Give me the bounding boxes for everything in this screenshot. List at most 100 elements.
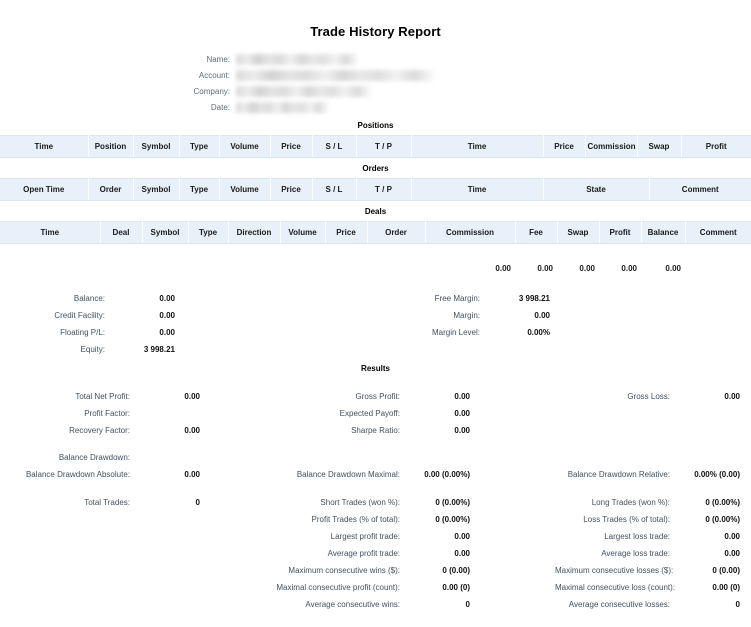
- positions-col-swap[interactable]: Swap: [636, 135, 682, 158]
- balance-row-credit: Credit Facility: 0.00 Margin: 0.00: [0, 307, 751, 324]
- section-title-deals: Deals: [364, 207, 387, 216]
- deals-total-balance: 0.00: [665, 263, 681, 273]
- results-tail-1: [740, 405, 751, 422]
- deals-col-swap[interactable]: Swap: [556, 221, 600, 244]
- balance-value-margin: 0.00: [534, 311, 550, 320]
- deals-total-fee: 0.00: [537, 263, 553, 273]
- deals-col-commission[interactable]: Commission: [424, 221, 516, 244]
- drawdown-value-maximal: 0.00 (0.00%): [424, 470, 470, 479]
- results-value-profit-factor: [140, 405, 200, 422]
- balance-gap-1: [175, 307, 375, 324]
- positions-col-price-open[interactable]: Price: [269, 135, 313, 158]
- deals-col-type[interactable]: Type: [187, 221, 229, 244]
- deals-total-price: [325, 260, 367, 276]
- orders-col-order[interactable]: Order: [87, 178, 134, 201]
- drawdown-row-1: Balance Drawdown Absolute: 0.00 Balance …: [0, 466, 751, 483]
- trade-stats-row-total-trades: Total Trades: 0 Short Trades (won %): 0 …: [0, 494, 751, 511]
- trade-stats-tail-2: [740, 528, 751, 545]
- positions-col-time-open[interactable]: Time: [0, 135, 89, 158]
- trade-stats-label-profit-trades: Profit Trades (% of total):: [311, 515, 400, 524]
- account-info-value-name: [236, 51, 434, 67]
- trade-stats-row-average-consecutive: Average consecutive wins: 0 Average cons…: [0, 596, 751, 613]
- deals-header-row: Time Deal Symbol Type Direction Volume P…: [0, 221, 751, 244]
- orders-col-price[interactable]: Price: [269, 178, 313, 201]
- results-value-blank-2: [680, 422, 740, 439]
- trade-stats-gap-6b: [470, 596, 555, 613]
- orders-col-sl[interactable]: S / L: [311, 178, 357, 201]
- trade-stats-tail-4: [740, 562, 751, 579]
- positions-col-price-close[interactable]: Price: [542, 135, 586, 158]
- trade-stats-gap-5a: [200, 579, 270, 596]
- deals-col-symbol[interactable]: Symbol: [141, 221, 189, 244]
- trade-stats-label-largest-loss: Largest loss trade:: [604, 532, 670, 541]
- results-label-expected-payoff: Expected Payoff:: [339, 409, 400, 418]
- trade-stats-label-max-consecutive-losses: Maximum consecutive losses ($):: [555, 566, 674, 575]
- results-table: Total Net Profit: 0.00 Gross Profit: 0.0…: [0, 388, 751, 439]
- positions-col-volume[interactable]: Volume: [218, 135, 271, 158]
- orders-col-time[interactable]: Time: [410, 178, 544, 201]
- account-info-block: Name: Account: Company:: [0, 51, 751, 115]
- results-tail-0: [740, 388, 751, 405]
- orders-col-comment[interactable]: Comment: [648, 178, 751, 201]
- trade-stats-label-blank-4a: [0, 562, 140, 579]
- positions-col-commission[interactable]: Commission: [584, 135, 638, 158]
- deals-col-profit[interactable]: Profit: [598, 221, 642, 244]
- drawdown-value-absolute: 0.00: [184, 470, 200, 479]
- deals-col-direction[interactable]: Direction: [227, 221, 281, 244]
- deals-col-price[interactable]: Price: [324, 221, 368, 244]
- deals-col-balance[interactable]: Balance: [640, 221, 686, 244]
- deals-total-order: [367, 260, 425, 276]
- results-row-1: Profit Factor: Expected Payoff: 0.00: [0, 405, 751, 422]
- balance-label-floating-pl: Floating P/L:: [60, 328, 105, 337]
- trade-stats-value-blank-2a: [140, 528, 200, 545]
- orders-col-state[interactable]: State: [542, 178, 650, 201]
- orders-col-open-time[interactable]: Open Time: [0, 178, 89, 201]
- trade-stats-label-average-consecutive-wins: Average consecutive wins:: [305, 600, 400, 609]
- orders-col-tp[interactable]: T / P: [355, 178, 412, 201]
- positions-col-symbol[interactable]: Symbol: [132, 135, 180, 158]
- page-title: Trade History Report: [310, 24, 441, 39]
- orders-col-type[interactable]: Type: [178, 178, 220, 201]
- balance-value-free-margin: 3 998.21: [518, 294, 550, 303]
- trade-stats-gap-3b: [470, 545, 555, 562]
- positions-col-tp[interactable]: T / P: [355, 135, 412, 158]
- trade-stats-row-largest: Largest profit trade: 0.00 Largest loss …: [0, 528, 751, 545]
- deals-total-commission: 0.00: [495, 263, 511, 273]
- trade-stats-gap-2b: [470, 528, 555, 545]
- positions-col-time-close[interactable]: Time: [410, 135, 544, 158]
- deals-col-comment[interactable]: Comment: [684, 221, 751, 244]
- results-value-sharpe-ratio: 0.00: [454, 426, 470, 435]
- trade-stats-label-largest-profit: Largest profit trade:: [330, 532, 400, 541]
- balance-row-floating-pl: Floating P/L: 0.00 Margin Level: 0.00%: [0, 324, 751, 341]
- orders-col-volume[interactable]: Volume: [218, 178, 271, 201]
- trade-stats-label-average-profit: Average profit trade:: [327, 549, 400, 558]
- trade-stats-value-short-trades: 0 (0.00%): [435, 498, 470, 507]
- results-value-expected-payoff: 0.00: [454, 409, 470, 418]
- trade-stats-value-average-loss: 0.00: [724, 549, 740, 558]
- deals-col-volume[interactable]: Volume: [279, 221, 326, 244]
- trade-stats-tail-6: [740, 596, 751, 613]
- drawdown-label-relative: Balance Drawdown Relative:: [567, 470, 670, 479]
- positions-col-sl[interactable]: S / L: [311, 135, 357, 158]
- balance-gap-0: [175, 290, 375, 307]
- orders-table: Open Time Order Symbol Type Volume Price…: [0, 178, 751, 201]
- trade-stats-gap-3a: [200, 545, 270, 562]
- deals-total-comment: [685, 260, 751, 276]
- deals-col-time[interactable]: Time: [0, 221, 101, 244]
- positions-col-type[interactable]: Type: [178, 135, 220, 158]
- trade-stats-value-blank-5a: [140, 579, 200, 596]
- trade-stats-label-long-trades: Long Trades (won %):: [591, 498, 670, 507]
- trade-stats-label-max-consecutive-wins: Maximum consecutive wins ($):: [288, 566, 400, 575]
- results-row-0: Total Net Profit: 0.00 Gross Profit: 0.0…: [0, 388, 751, 405]
- deals-col-order[interactable]: Order: [366, 221, 426, 244]
- balance-label-credit-facility: Credit Facility:: [54, 311, 105, 320]
- orders-col-symbol[interactable]: Symbol: [132, 178, 180, 201]
- trade-stats-gap-2a: [200, 528, 270, 545]
- deals-col-deal[interactable]: Deal: [99, 221, 143, 244]
- positions-col-position[interactable]: Position: [87, 135, 134, 158]
- drawdown-value-balance-drawdown: [140, 449, 200, 466]
- section-title-orders: Orders: [362, 164, 389, 173]
- trade-stats-table: Total Trades: 0 Short Trades (won %): 0 …: [0, 494, 751, 613]
- deals-col-fee[interactable]: Fee: [514, 221, 558, 244]
- positions-col-profit[interactable]: Profit: [680, 135, 751, 158]
